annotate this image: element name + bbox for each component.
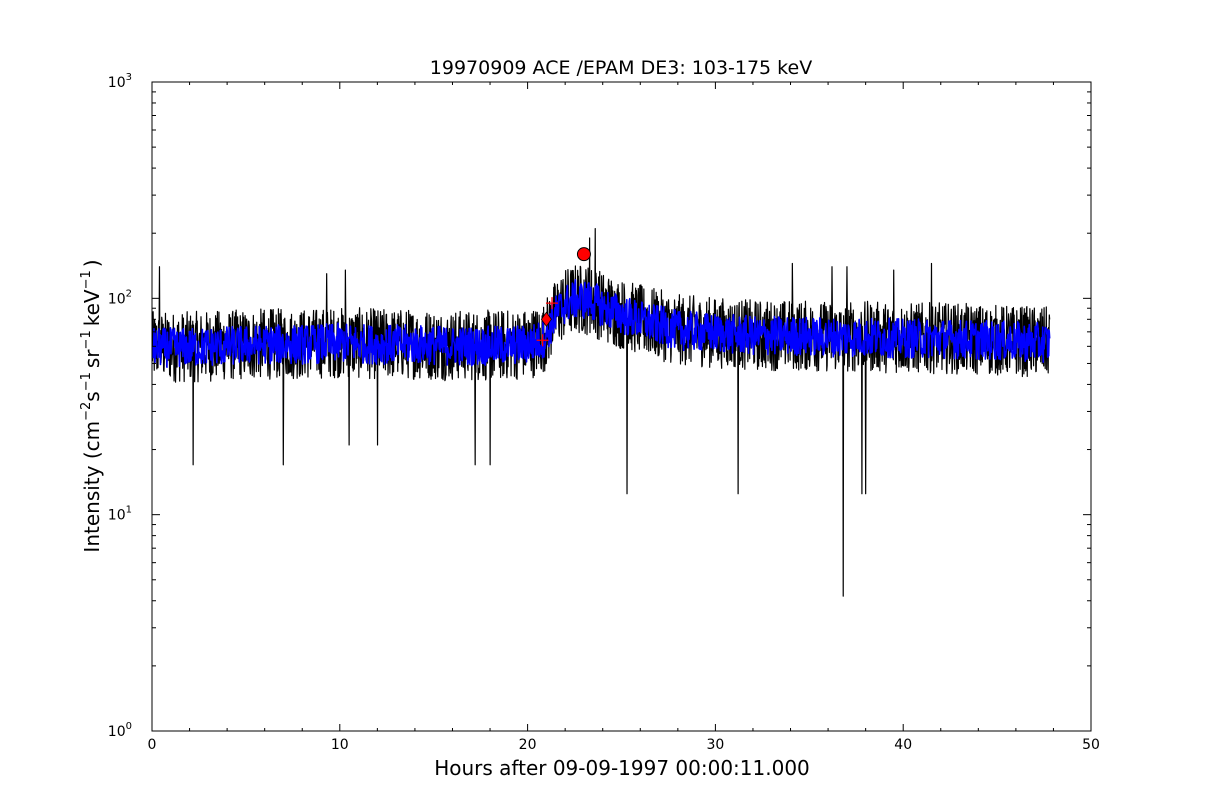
y-label-open: Intensity (cm: [80, 421, 104, 553]
marker-circle: [576, 247, 591, 262]
x-tick-label: 30: [706, 737, 724, 753]
y-label-exp4: −1: [79, 270, 94, 289]
y-label-exp1: −2: [79, 402, 94, 421]
y-label-exp3: −1: [79, 330, 94, 349]
y-tick-label: 100: [108, 721, 132, 740]
marker-plus: [546, 297, 559, 310]
y-label-exp2: −1: [79, 372, 94, 391]
series-line-blue: [152, 278, 1051, 368]
marker-plus: [536, 334, 549, 347]
plot-frame: [151, 81, 1092, 732]
x-tick-label: 10: [331, 737, 349, 753]
y-tick-label: 101: [108, 505, 132, 524]
y-tick-label: 102: [108, 288, 132, 307]
y-label-close: ): [80, 259, 104, 267]
y-axis-label: Intensity (cm−2s−1sr−1keV−1): [79, 259, 104, 552]
x-axis-label: Hours after 09-09-1997 00:00:11.000: [434, 756, 810, 780]
series-layer: [152, 228, 1051, 597]
axis-ticks: 0 10 20 30 40 50 100 101 102 103: [108, 72, 1100, 753]
y-label-sr: sr: [80, 349, 104, 368]
y-tick-label: 103: [108, 72, 132, 91]
x-tick-label: 20: [519, 737, 537, 753]
y-label-kev: keV: [80, 289, 104, 326]
x-tick-label: 50: [1082, 737, 1100, 753]
marker-layer: [536, 247, 591, 347]
x-tick-label: 0: [148, 737, 157, 753]
chart-title: 19970909 ACE /EPAM DE3: 103-175 keV: [430, 57, 812, 79]
y-label-s: s: [80, 391, 104, 401]
x-tick-label: 40: [894, 737, 912, 753]
marker-diamond: [540, 311, 552, 327]
